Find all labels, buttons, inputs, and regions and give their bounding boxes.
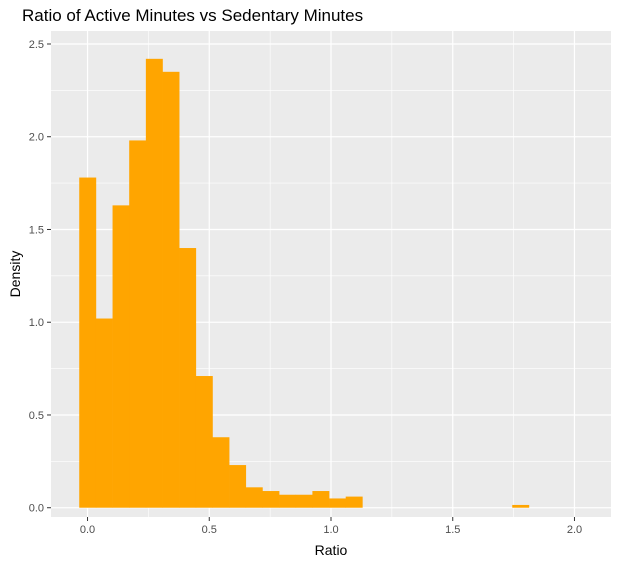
x-tick-label: 0.5 xyxy=(202,524,217,536)
x-tick-label: 1.5 xyxy=(445,524,460,536)
histogram-bar xyxy=(79,177,97,508)
x-tick-label: 1.0 xyxy=(323,524,338,536)
y-tick-label: 0.5 xyxy=(29,410,44,422)
histogram-bar xyxy=(95,318,113,508)
y-tick-label: 1.0 xyxy=(29,317,44,329)
histogram-bar xyxy=(179,248,197,508)
histogram-bar xyxy=(112,205,130,508)
chart-title: Ratio of Active Minutes vs Sedentary Min… xyxy=(22,6,364,25)
histogram-bars xyxy=(79,58,530,508)
y-tick-label: 1.5 xyxy=(29,224,44,236)
histogram-bar xyxy=(295,494,313,508)
histogram-bar xyxy=(145,58,163,508)
histogram-bar xyxy=(162,71,180,508)
x-axis-label: Ratio xyxy=(315,542,348,558)
x-axis: 0.0 0.5 1.0 1.5 2.0 xyxy=(80,517,582,536)
histogram-bar xyxy=(195,376,213,508)
histogram-bar xyxy=(312,491,330,508)
histogram-bar xyxy=(329,498,347,508)
x-tick-label: 2.0 xyxy=(567,524,582,536)
x-tick-label: 0.0 xyxy=(80,524,95,536)
histogram-bar xyxy=(212,437,230,508)
y-tick-label: 2.0 xyxy=(29,132,44,144)
histogram-bar xyxy=(129,140,147,508)
y-axis-label: Density xyxy=(7,251,23,298)
y-tick-label: 2.5 xyxy=(29,39,44,51)
histogram-bar xyxy=(229,465,247,508)
histogram-bar xyxy=(512,504,530,508)
histogram-bar xyxy=(245,487,263,508)
y-tick-label: 0.0 xyxy=(29,503,44,515)
histogram-bar xyxy=(279,494,297,508)
histogram-bar xyxy=(262,491,280,508)
histogram-bar xyxy=(345,496,363,508)
y-axis: 0.0 0.5 1.0 1.5 2.0 2.5 xyxy=(29,39,51,515)
